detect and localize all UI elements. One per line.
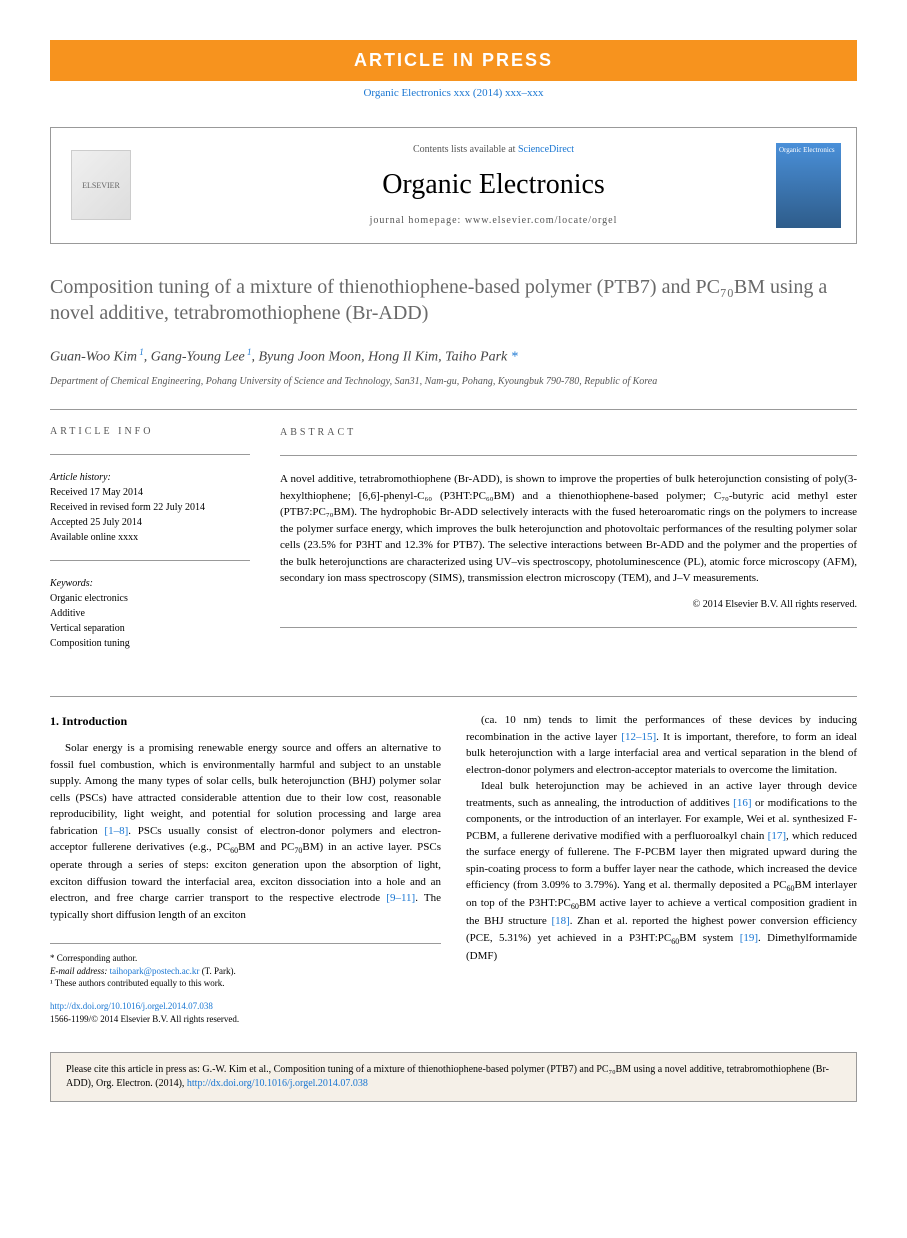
section-heading: 1. Introduction xyxy=(50,712,441,730)
keywords-label: Keywords: xyxy=(50,578,93,589)
author-footnote-ref: 1 xyxy=(137,347,144,357)
body-paragraph: Solar energy is a promising renewable en… xyxy=(50,740,441,923)
author-footnote-ref: 1 xyxy=(245,347,252,357)
article-history-block: Article history: Received 17 May 2014 Re… xyxy=(50,470,250,545)
abstract-panel: ABSTRACT A novel additive, tetrabromothi… xyxy=(280,425,857,666)
doi-block: http://dx.doi.org/10.1016/j.orgel.2014.0… xyxy=(50,1000,441,1027)
article-info-heading: ARTICLE INFO xyxy=(50,425,250,439)
journal-header: ELSEVIER Contents lists available at Sci… xyxy=(50,127,857,244)
body-columns: 1. Introduction Solar energy is a promis… xyxy=(50,712,857,1027)
body-paragraph: (ca. 10 nm) tends to limit the performan… xyxy=(466,712,857,778)
author-name: Gang-Young Lee xyxy=(151,349,245,364)
abstract-heading: ABSTRACT xyxy=(280,425,857,440)
journal-cover-thumbnail: Organic Electronics xyxy=(776,143,841,228)
author-name: Hong Il Kim xyxy=(368,349,438,364)
journal-title: Organic Electronics xyxy=(151,165,836,204)
author-name: Byung Joon Moon xyxy=(259,349,362,364)
body-paragraph: Ideal bulk heterojunction may be achieve… xyxy=(466,778,857,965)
citation-ref[interactable]: [17] xyxy=(768,830,786,842)
corresponding-author-mark: * xyxy=(507,349,518,364)
article-title: Composition tuning of a mixture of thien… xyxy=(50,274,857,326)
corresponding-author-footnote: * Corresponding author. xyxy=(50,952,441,965)
author-name: Guan-Woo Kim xyxy=(50,349,137,364)
keyword: Vertical separation xyxy=(50,621,250,636)
abstract-copyright: © 2014 Elsevier B.V. All rights reserved… xyxy=(280,597,857,612)
info-abstract-row: ARTICLE INFO Article history: Received 1… xyxy=(50,425,857,666)
affiliation: Department of Chemical Engineering, Poha… xyxy=(50,375,857,389)
citation-doi-link[interactable]: http://dx.doi.org/10.1016/j.orgel.2014.0… xyxy=(187,1078,368,1089)
doi-link[interactable]: http://dx.doi.org/10.1016/j.orgel.2014.0… xyxy=(50,1001,213,1011)
email-link[interactable]: taihopark@postech.ac.kr xyxy=(110,966,200,976)
homepage-prefix: journal homepage: xyxy=(370,215,465,226)
citation-box: Please cite this article in press as: G.… xyxy=(50,1052,857,1102)
homepage-line: journal homepage: www.elsevier.com/locat… xyxy=(151,214,836,228)
citation-ref[interactable]: [18] xyxy=(551,915,569,927)
keywords-block: Keywords: Organic electronics Additive V… xyxy=(50,576,250,651)
article-in-press-banner: ARTICLE IN PRESS xyxy=(50,40,857,81)
citation-ref[interactable]: [12–15] xyxy=(621,731,656,743)
divider xyxy=(50,409,857,410)
header-center: Contents lists available at ScienceDirec… xyxy=(151,143,836,228)
citation-ref[interactable]: [1–8] xyxy=(104,825,128,837)
online-date: Available online xxxx xyxy=(50,532,138,543)
equal-contribution-footnote: ¹ These authors contributed equally to t… xyxy=(50,977,441,990)
citation-ref[interactable]: [9–11] xyxy=(386,892,415,904)
citation-ref[interactable]: [16] xyxy=(733,797,751,809)
divider xyxy=(50,560,250,561)
article-info-panel: ARTICLE INFO Article history: Received 1… xyxy=(50,425,250,666)
contents-prefix: Contents lists available at xyxy=(413,144,518,155)
divider xyxy=(280,455,857,456)
revised-date: Received in revised form 22 July 2014 xyxy=(50,502,205,513)
divider xyxy=(50,454,250,455)
keyword: Organic electronics xyxy=(50,591,250,606)
history-label: Article history: xyxy=(50,472,111,483)
elsevier-logo: ELSEVIER xyxy=(71,150,131,220)
authors-list: Guan-Woo Kim 1, Gang-Young Lee 1, Byung … xyxy=(50,346,857,367)
homepage-url[interactable]: www.elsevier.com/locate/orgel xyxy=(465,215,618,226)
journal-reference: Organic Electronics xxx (2014) xxx–xxx xyxy=(50,86,857,101)
accepted-date: Accepted 25 July 2014 xyxy=(50,517,142,528)
column-right: (ca. 10 nm) tends to limit the performan… xyxy=(466,712,857,1027)
author-name: Taiho Park xyxy=(445,349,507,364)
citation-ref[interactable]: [19] xyxy=(740,932,758,944)
divider xyxy=(50,696,857,697)
issn-copyright: 1566-1199/© 2014 Elsevier B.V. All right… xyxy=(50,1014,239,1024)
abstract-text: A novel additive, tetrabromothiophene (B… xyxy=(280,471,857,587)
received-date: Received 17 May 2014 xyxy=(50,487,143,498)
citation-text: Please cite this article in press as: G.… xyxy=(66,1064,829,1089)
email-footnote: E-mail address: taihopark@postech.ac.kr … xyxy=(50,965,441,978)
keyword: Composition tuning xyxy=(50,636,250,651)
keyword: Additive xyxy=(50,606,250,621)
contents-available-line: Contents lists available at ScienceDirec… xyxy=(151,143,836,157)
footnotes: * Corresponding author. E-mail address: … xyxy=(50,943,441,990)
email-label: E-mail address: xyxy=(50,966,110,976)
email-suffix: (T. Park). xyxy=(199,966,235,976)
sciencedirect-link[interactable]: ScienceDirect xyxy=(518,144,574,155)
column-left: 1. Introduction Solar energy is a promis… xyxy=(50,712,441,1027)
divider xyxy=(280,627,857,628)
